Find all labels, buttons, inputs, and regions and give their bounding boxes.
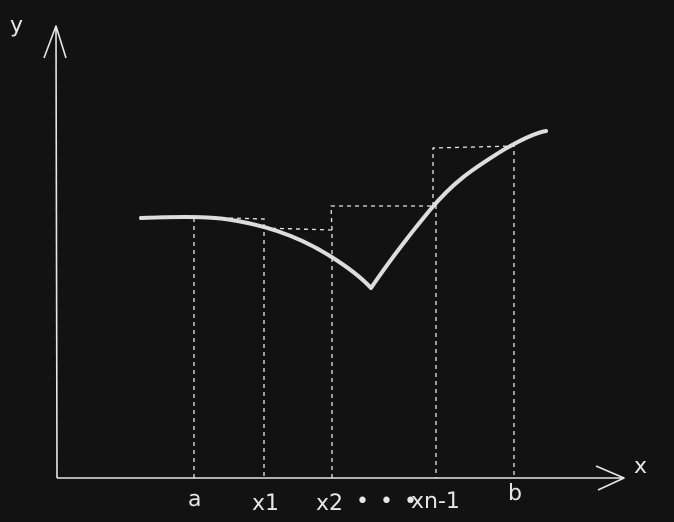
- partition-rectangles: [193, 145, 515, 478]
- y-axis-arrowhead: [43, 25, 67, 59]
- tick-label-x2: x2: [316, 491, 343, 516]
- x-axis-label: x: [634, 454, 647, 479]
- tick-label-a: a: [188, 487, 201, 512]
- rect-xn1-b: [432, 145, 515, 478]
- rect-x2-xn1: [330, 205, 437, 478]
- tick-label-b: b: [508, 481, 522, 506]
- y-axis: [43, 25, 67, 479]
- x-axis: [57, 465, 625, 491]
- rect-x1-x2: [263, 227, 333, 478]
- rect-a-x1: [193, 216, 265, 478]
- ellipsis: • • •: [356, 489, 419, 514]
- x-axis-arrowhead: [595, 465, 625, 491]
- y-axis-label: y: [10, 13, 23, 38]
- tick-label-x1: x1: [252, 491, 279, 516]
- tick-label-xn-1: xn-1: [411, 489, 460, 514]
- y-axis-line: [55, 27, 58, 479]
- function-curve: [139, 129, 548, 290]
